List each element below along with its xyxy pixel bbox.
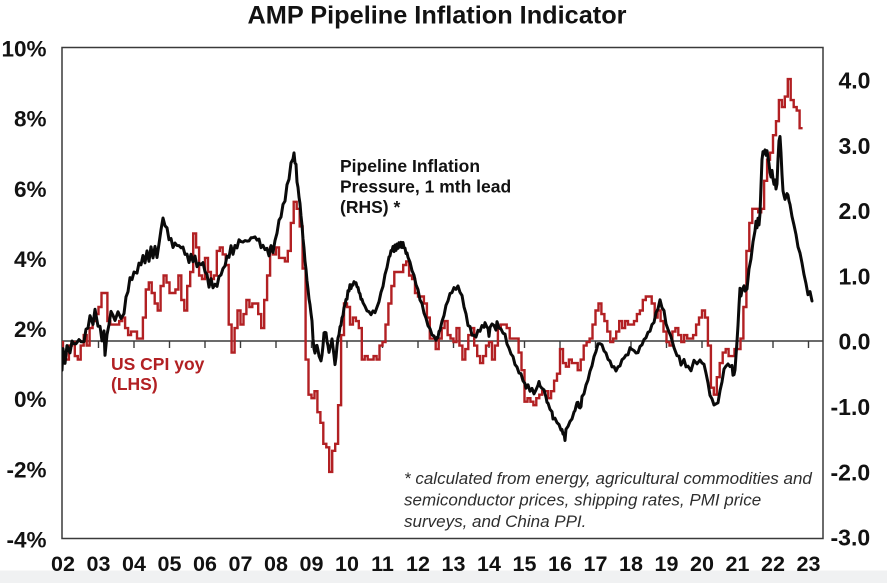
- svg-text:3.0: 3.0: [839, 133, 871, 159]
- svg-text:12: 12: [406, 552, 430, 576]
- svg-text:1.0: 1.0: [839, 263, 871, 289]
- svg-text:surveys, and China PPI.: surveys, and China PPI.: [404, 512, 586, 531]
- svg-text:4.0: 4.0: [839, 68, 871, 94]
- svg-text:* calculated from energy, agri: * calculated from energy, agricultural c…: [404, 469, 812, 488]
- svg-text:2.0: 2.0: [839, 198, 871, 224]
- svg-text:US CPI yoy: US CPI yoy: [111, 354, 205, 374]
- svg-text:2%: 2%: [14, 317, 47, 342]
- svg-text:4%: 4%: [14, 247, 47, 272]
- svg-text:-1.0: -1.0: [831, 394, 871, 420]
- svg-text:-4%: -4%: [6, 528, 46, 553]
- svg-text:(LHS): (LHS): [111, 374, 158, 394]
- svg-text:16: 16: [548, 552, 572, 576]
- svg-text:10%: 10%: [1, 37, 46, 62]
- svg-text:18: 18: [619, 552, 643, 576]
- svg-text:04: 04: [122, 552, 146, 576]
- svg-text:08: 08: [264, 552, 288, 576]
- svg-text:05: 05: [158, 552, 182, 576]
- svg-text:07: 07: [229, 552, 253, 576]
- svg-text:03: 03: [87, 552, 111, 576]
- svg-text:8%: 8%: [14, 107, 47, 132]
- svg-text:semiconductor prices, shipping: semiconductor prices, shipping rates, PM…: [404, 491, 761, 510]
- svg-text:Pressure, 1 mth lead: Pressure, 1 mth lead: [340, 177, 511, 197]
- svg-text:11: 11: [371, 552, 394, 576]
- svg-text:19: 19: [655, 552, 679, 576]
- svg-text:15: 15: [513, 552, 537, 576]
- svg-text:06: 06: [193, 552, 217, 576]
- svg-text:21: 21: [726, 552, 750, 576]
- svg-text:-2.0: -2.0: [831, 459, 871, 485]
- svg-text:09: 09: [300, 552, 324, 576]
- svg-text:6%: 6%: [14, 177, 47, 202]
- svg-text:AMP Pipeline Inflation Indicat: AMP Pipeline Inflation Indicator: [247, 2, 626, 30]
- svg-text:14: 14: [477, 552, 501, 576]
- svg-text:10: 10: [335, 552, 359, 576]
- svg-text:13: 13: [442, 552, 466, 576]
- svg-text:22: 22: [761, 552, 785, 576]
- svg-text:-2%: -2%: [6, 457, 46, 482]
- svg-text:0%: 0%: [14, 387, 47, 412]
- svg-text:20: 20: [690, 552, 714, 576]
- svg-text:17: 17: [584, 552, 608, 576]
- svg-text:-3.0: -3.0: [831, 525, 871, 551]
- svg-text:(RHS) *: (RHS) *: [340, 197, 400, 217]
- svg-text:Pipeline Inflation: Pipeline Inflation: [340, 156, 480, 176]
- svg-text:23: 23: [797, 552, 821, 576]
- svg-text:02: 02: [51, 552, 75, 576]
- svg-text:0.0: 0.0: [839, 329, 871, 355]
